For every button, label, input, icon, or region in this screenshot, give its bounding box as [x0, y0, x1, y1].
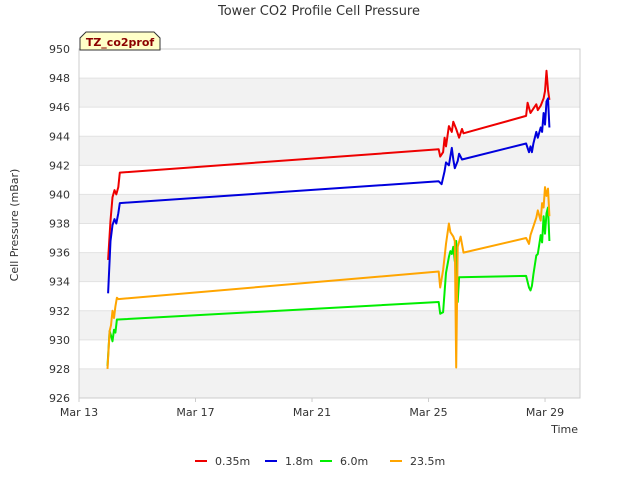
y-tick-label: 948	[49, 72, 70, 85]
y-tick-label: 936	[49, 247, 70, 260]
y-tick-label: 938	[49, 218, 70, 231]
plot-band	[79, 368, 580, 398]
x-axis-label: Time	[550, 423, 578, 436]
legend-item: 0.35m	[195, 455, 250, 468]
plot-bands	[79, 78, 580, 398]
y-tick-label: 932	[49, 305, 70, 318]
series-line-1.8m	[107, 97, 551, 294]
plot-band	[79, 78, 580, 108]
legend-item: 1.8m	[265, 455, 313, 468]
grid-lines	[78, 48, 580, 402]
plot-frame	[78, 48, 581, 399]
legend-label: 6.0m	[340, 455, 368, 468]
series-line-23.5m	[106, 186, 551, 369]
x-tick-label: Mar 29	[526, 406, 564, 419]
site-badge-box	[79, 31, 161, 51]
legend: 0.35m 1.8m 6.0m 23.5m	[195, 455, 445, 468]
legend-label: 0.35m	[215, 455, 250, 468]
legend-item: 23.5m	[390, 455, 445, 468]
y-tick-label: 940	[49, 188, 70, 201]
x-tick-labels: Mar 13 Mar 17 Mar 21 Mar 25 Mar 29	[60, 406, 564, 419]
plot-band	[79, 194, 580, 224]
x-tick-label: Mar 25	[409, 406, 447, 419]
legend-label: 23.5m	[410, 455, 445, 468]
legend-item: 6.0m	[320, 455, 368, 468]
y-axis-label: Cell Pressure (mBar)	[8, 169, 21, 282]
y-tick-labels: 926 928 930 932 934 936 938 940 942 944 946 948 950	[49, 43, 70, 405]
y-tick-label: 926	[49, 392, 70, 405]
y-tick-label: 928	[49, 363, 70, 376]
plot-band	[79, 310, 580, 340]
x-tick-label: Mar 17	[176, 406, 214, 419]
y-tick-label: 930	[49, 334, 70, 347]
plot-band	[79, 136, 580, 166]
y-tick-label: 944	[49, 130, 70, 143]
y-tick-label: 942	[49, 159, 70, 172]
x-tick-label: Mar 13	[60, 406, 98, 419]
site-badge-label: TZ_co2prof	[86, 36, 155, 49]
y-tick-label: 946	[49, 101, 70, 114]
x-tick-label: Mar 21	[293, 406, 331, 419]
series-line-0.35m	[107, 69, 551, 260]
y-tick-label: 950	[49, 43, 70, 56]
series-line-6.0m	[106, 206, 551, 367]
chart-title: Tower CO2 Profile Cell Pressure	[217, 4, 420, 19]
series-lines	[106, 69, 551, 369]
legend-label: 1.8m	[285, 455, 313, 468]
y-tick-label: 934	[49, 276, 70, 289]
site-badge: TZ_co2prof	[79, 31, 161, 51]
